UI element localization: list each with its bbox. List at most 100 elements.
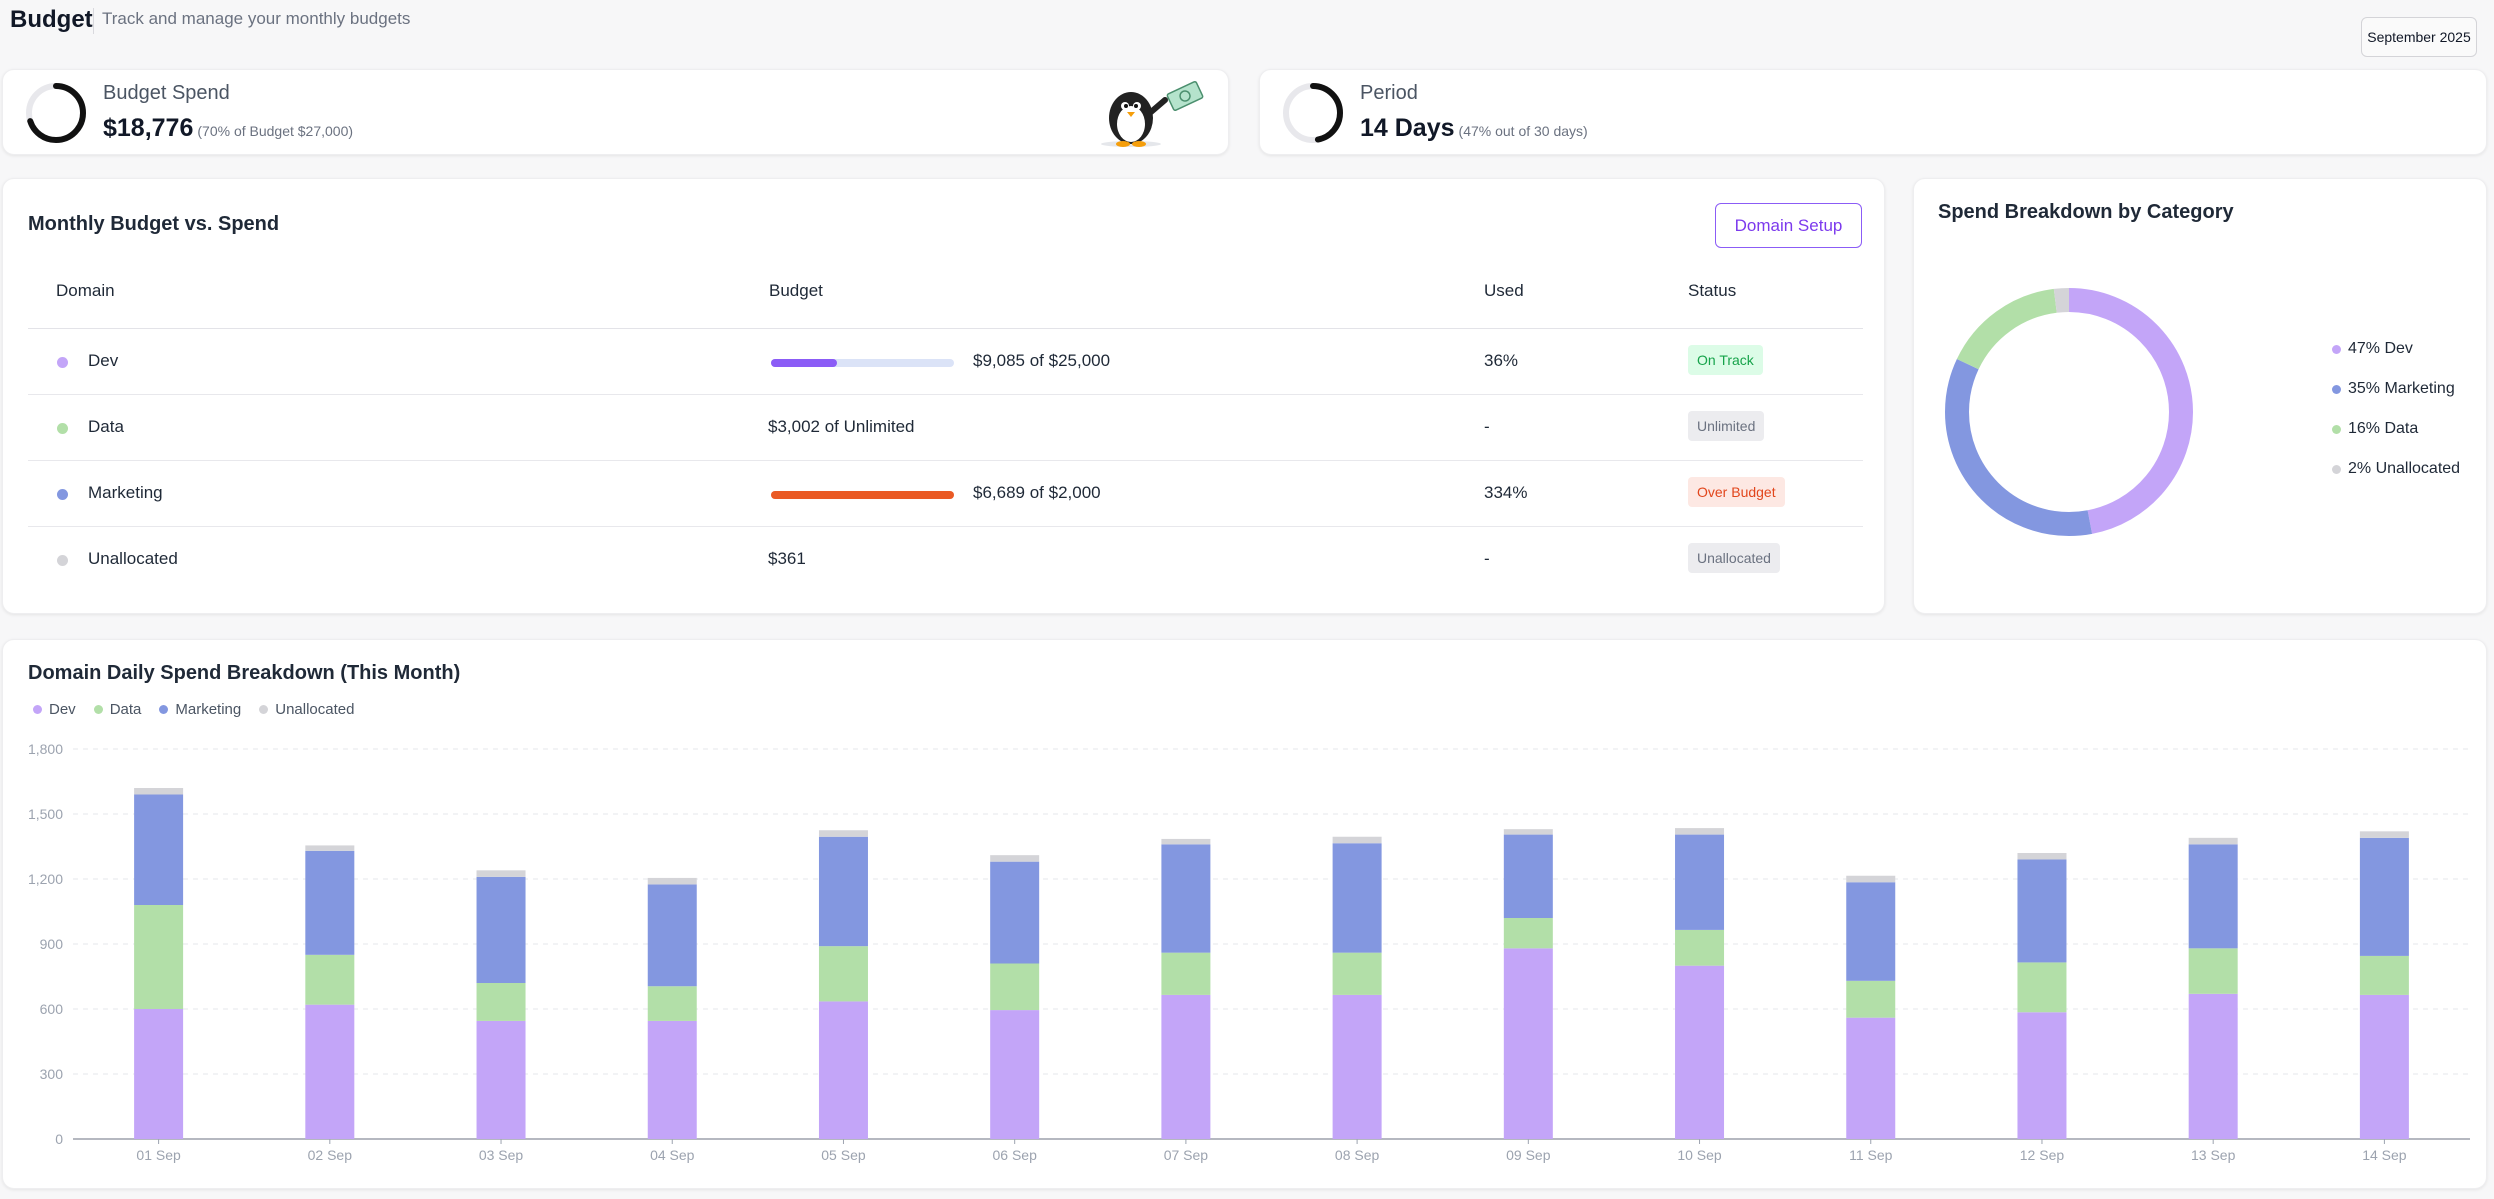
bar-segment-dev[interactable] — [1503, 948, 1553, 1139]
table-row[interactable]: Marketing $6,689 of $2,000 334% Over Budget — [28, 461, 1863, 527]
bar-segment-marketing[interactable] — [1161, 844, 1211, 953]
domain-color-dot — [57, 555, 68, 566]
bar-segment-unallocated[interactable] — [990, 855, 1040, 862]
legend-color-dot — [259, 705, 269, 714]
bar-segment-unallocated[interactable] — [1161, 838, 1211, 845]
bar-segment-marketing[interactable] — [1846, 882, 1896, 981]
daily-spend-card: 0 300 600 900 1,200 1,500 1,800 01 Sep 02 Sep 03 … — [2, 639, 2487, 1189]
bar-segment-marketing[interactable] — [1332, 843, 1382, 953]
bar-segment-data[interactable] — [1332, 952, 1382, 995]
domain-color-dot — [57, 357, 68, 368]
month-selector-button[interactable]: September 2025 — [2361, 17, 2477, 57]
legend-color-dot — [33, 705, 42, 714]
donut-slice[interactable] — [1945, 288, 2193, 536]
bar-segment-data[interactable] — [990, 963, 1040, 1011]
legend-color-dot — [2332, 424, 2341, 434]
bar-segment-dev[interactable] — [818, 1001, 868, 1139]
bar-segment-marketing[interactable] — [2188, 844, 2238, 949]
bar-segment-unallocated[interactable] — [1675, 828, 1725, 835]
bar-segment-marketing[interactable] — [818, 836, 868, 947]
x-tick-label: 11 Sep — [1849, 1147, 1893, 1163]
table-row[interactable]: Unallocated $361 - Unallocated — [28, 527, 1863, 593]
column-header-domain[interactable]: Domain — [56, 281, 115, 300]
budget-spend-card: Budget Spend $18,776 (70% of Budget $27,0… — [2, 69, 1229, 155]
breakdown-legend-item: 47% Dev — [2332, 340, 2413, 358]
bar-segment-marketing[interactable] — [476, 876, 526, 983]
bar-segment-data[interactable] — [1503, 918, 1553, 949]
bar-segment-dev[interactable] — [2188, 993, 2238, 1139]
bar-segment-marketing[interactable] — [647, 884, 697, 987]
x-tick-label: 12 Sep — [2020, 1147, 2065, 1163]
bar-segment-marketing[interactable] — [134, 794, 184, 906]
legend-color-dot — [2332, 464, 2341, 474]
daily-legend-item[interactable]: Marketing — [159, 701, 241, 718]
column-header-status[interactable]: Status — [1688, 281, 1737, 300]
bar-segment-dev[interactable] — [476, 1020, 526, 1139]
bar-segment-unallocated[interactable] — [1846, 875, 1896, 883]
bar-segment-dev[interactable] — [2359, 994, 2409, 1139]
x-tick-label: 07 Sep — [1164, 1147, 1209, 1163]
bar-segment-data[interactable] — [647, 986, 697, 1021]
budget-table-body: Dev $9,085 of $25,000 36% On Track Data $3,00… — [3, 329, 1886, 593]
bar-segment-data[interactable] — [2188, 948, 2238, 994]
bar-segment-data[interactable] — [134, 905, 184, 1009]
bar-segment-data[interactable] — [476, 983, 526, 1021]
bar-segment-unallocated[interactable] — [1332, 836, 1382, 844]
x-tick-label: 14 Sep — [2362, 1147, 2407, 1163]
bar-segment-data[interactable] — [2017, 962, 2067, 1013]
bar-segment-marketing[interactable] — [1675, 834, 1725, 930]
bar-segment-unallocated[interactable] — [818, 830, 868, 837]
legend-label: Data — [109, 701, 142, 718]
bar-segment-unallocated[interactable] — [2359, 831, 2409, 838]
y-tick-label: 0 — [55, 1131, 63, 1147]
period-value: 14 Days (47% out of 30 days) — [1360, 114, 1588, 142]
bar-segment-data[interactable] — [305, 954, 355, 1005]
column-header-budget[interactable]: Budget — [769, 281, 823, 300]
bar-segment-dev[interactable] — [1675, 965, 1725, 1139]
x-tick-label: 09 Sep — [1506, 1147, 1551, 1163]
bar-segment-unallocated[interactable] — [647, 877, 697, 885]
breakdown-legend-item: 2% Unallocated — [2332, 460, 2460, 478]
bar-segment-dev[interactable] — [134, 1009, 184, 1139]
bar-segment-marketing[interactable] — [2017, 859, 2067, 963]
bar-segment-unallocated[interactable] — [2017, 853, 2067, 860]
daily-spend-chart: 0 300 600 900 1,200 1,500 1,800 01 Sep 02 Sep 03 … — [28, 741, 2470, 1163]
used-percent: - — [1484, 417, 1490, 436]
daily-legend-item[interactable]: Dev — [33, 701, 76, 718]
donut-slice[interactable] — [1945, 288, 2193, 536]
bar-segment-data[interactable] — [1161, 952, 1211, 995]
bar-segment-dev[interactable] — [305, 1004, 355, 1139]
bar-segment-unallocated[interactable] — [134, 788, 184, 795]
bar-segment-dev[interactable] — [1846, 1017, 1896, 1139]
bar-segment-marketing[interactable] — [305, 850, 355, 955]
domain-setup-button[interactable]: Domain Setup — [1715, 203, 1862, 248]
status-badge: Unlimited — [1688, 411, 1765, 441]
bar-segment-marketing[interactable] — [990, 861, 1040, 964]
bar-segment-data[interactable] — [2359, 955, 2409, 995]
bar-segment-unallocated[interactable] — [476, 870, 526, 877]
bar-segment-dev[interactable] — [1161, 994, 1211, 1139]
bar-segment-data[interactable] — [1846, 980, 1896, 1018]
breakdown-legend-item: 35% Marketing — [2332, 380, 2455, 398]
daily-legend-item[interactable]: Data — [93, 701, 142, 718]
bar-segment-dev[interactable] — [990, 1010, 1040, 1139]
bar-segment-marketing[interactable] — [2359, 837, 2409, 956]
table-row[interactable]: Data $3,002 of Unlimited - Unlimited — [28, 395, 1863, 461]
x-tick-label: 13 Sep — [2191, 1147, 2236, 1163]
penguin-money-illustration — [1101, 80, 1204, 147]
monthly-budget-title: Monthly Budget vs. Spend — [28, 213, 280, 235]
bar-segment-unallocated[interactable] — [2188, 837, 2238, 845]
bar-segment-dev[interactable] — [647, 1020, 697, 1139]
bar-segment-marketing[interactable] — [1503, 834, 1553, 918]
daily-spend-legend: Dev Data Marketing Unallocated — [33, 701, 354, 718]
bar-segment-data[interactable] — [818, 946, 868, 1002]
bar-segment-dev[interactable] — [1332, 994, 1382, 1139]
bar-segment-unallocated[interactable] — [1503, 829, 1553, 835]
bar-segment-data[interactable] — [1675, 929, 1725, 966]
table-row[interactable]: Dev $9,085 of $25,000 36% On Track — [28, 329, 1863, 395]
period-card: Period 14 Days (47% out of 30 days) — [1259, 69, 2487, 155]
daily-legend-item[interactable]: Unallocated — [259, 701, 354, 718]
bar-segment-unallocated[interactable] — [305, 845, 355, 851]
column-header-used[interactable]: Used — [1484, 281, 1524, 300]
bar-segment-dev[interactable] — [2017, 1012, 2067, 1139]
